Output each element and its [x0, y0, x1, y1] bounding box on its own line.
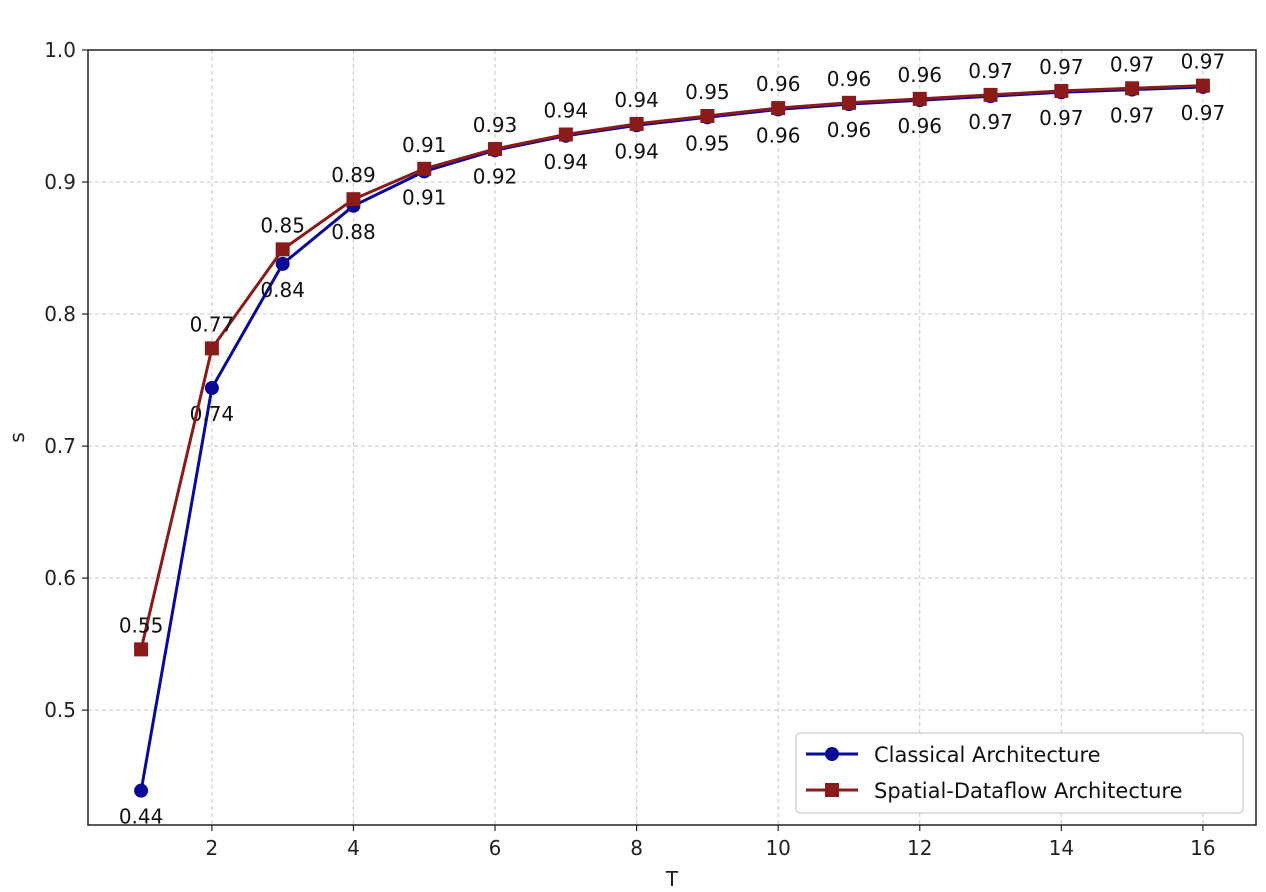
- data-label: 0.95: [685, 80, 730, 104]
- data-label: 0.94: [544, 150, 589, 174]
- data-point: [700, 109, 715, 124]
- data-label: 0.91: [402, 133, 447, 157]
- data-label: 0.96: [756, 123, 801, 147]
- y-tick-label: 0.7: [44, 434, 76, 458]
- data-point: [983, 87, 998, 102]
- x-tick-label: 6: [489, 836, 502, 860]
- legend-label: Spatial-Dataflow Architecture: [874, 779, 1183, 803]
- data-label: 0.96: [897, 63, 942, 87]
- data-point: [417, 161, 432, 176]
- data-point: [841, 95, 856, 110]
- y-tick-label: 0.6: [44, 566, 76, 590]
- legend-entries: Classical Architecture Spatial-Dataflow A…: [806, 743, 1183, 803]
- data-point: [488, 142, 503, 157]
- data-label: 0.96: [827, 67, 872, 91]
- data-label: 0.94: [614, 139, 659, 163]
- data-label: 0.97: [1039, 55, 1084, 79]
- series-group: 0.440.740.840.880.910.920.94 0.94 0.95 0.96…: [119, 50, 1225, 829]
- data-point: [275, 256, 290, 271]
- x-tick-label: 4: [347, 836, 360, 860]
- x-tick-label: 14: [1049, 836, 1074, 860]
- legend-label: Classical Architecture: [874, 743, 1101, 767]
- legend: Classical Architecture Spatial-Dataflow A…: [795, 732, 1244, 814]
- series-line: [139, 85, 1203, 791]
- data-label: 0.77: [190, 312, 235, 336]
- data-label: 0.97: [1181, 101, 1226, 125]
- data-label: 0.88: [331, 220, 376, 244]
- data-label: 0.94: [544, 98, 589, 122]
- data-label: 0.96: [756, 72, 801, 96]
- data-label: 0.89: [331, 163, 376, 187]
- data-label: 0.97: [968, 110, 1013, 134]
- data-point: [912, 91, 927, 106]
- x-tick-label: 2: [206, 836, 219, 860]
- data-point: [558, 127, 573, 142]
- data-label: 0.96: [827, 118, 872, 142]
- axis-ticks: 2 4 6 8 10 12 14 16 0.5 0.6 0.7 0.8 0.9 1.0: [44, 38, 1215, 860]
- legend-entry: Spatial-Dataflow Architecture: [806, 779, 1183, 803]
- x-axis-title: T: [665, 867, 679, 891]
- y-tick-label: 0.8: [44, 302, 76, 326]
- series-classical: 0.440.740.840.880.910.920.94 0.94 0.95 0.96…: [119, 79, 1226, 829]
- data-label: 0.97: [1110, 104, 1155, 128]
- y-tick-label: 1.0: [44, 38, 76, 62]
- data-point: [1195, 78, 1210, 93]
- data-label: 0.84: [260, 278, 305, 302]
- data-point: [629, 116, 644, 131]
- y-tick-label: 0.5: [44, 698, 76, 722]
- data-point: [204, 380, 219, 395]
- data-point: [771, 101, 786, 116]
- series-spatial-dataflow: 0.55 0.77 0.85 0.89 0.91 0.93 0.94 0.94 0.95 0.96…: [119, 50, 1225, 657]
- data-label: 0.91: [402, 185, 447, 209]
- data-label: 0.97: [1181, 50, 1226, 74]
- x-tick-label: 10: [765, 836, 790, 860]
- data-point: [1125, 81, 1140, 96]
- grid: [88, 49, 1256, 825]
- series-line: [139, 84, 1203, 650]
- data-point: [204, 341, 219, 356]
- data-label: 0.97: [1110, 52, 1155, 76]
- legend-marker: [825, 747, 839, 761]
- data-label: 0.96: [897, 114, 942, 138]
- legend-marker: [825, 783, 839, 797]
- x-tick-label: 8: [630, 836, 643, 860]
- data-label: 0.95: [685, 131, 730, 155]
- x-tick-label: 16: [1190, 836, 1215, 860]
- data-label: 0.97: [1039, 106, 1084, 130]
- data-point: [134, 642, 149, 657]
- legend-entry: Classical Architecture: [806, 743, 1101, 767]
- y-axis-title: s: [5, 432, 29, 442]
- legend-box: [795, 732, 1244, 814]
- data-label: 0.94: [614, 88, 659, 112]
- x-tick-label: 12: [907, 836, 932, 860]
- data-label: 0.93: [473, 113, 518, 137]
- data-point: [275, 242, 290, 257]
- data-label: 0.85: [260, 213, 305, 237]
- plot-frame: [87, 49, 1257, 826]
- y-tick-label: 0.9: [44, 170, 76, 194]
- data-point: [1054, 83, 1069, 98]
- data-point: [346, 192, 361, 207]
- data-label: 0.55: [119, 613, 164, 637]
- data-point: [134, 783, 149, 798]
- data-label: 0.92: [473, 164, 518, 188]
- data-label: 0.97: [968, 59, 1013, 83]
